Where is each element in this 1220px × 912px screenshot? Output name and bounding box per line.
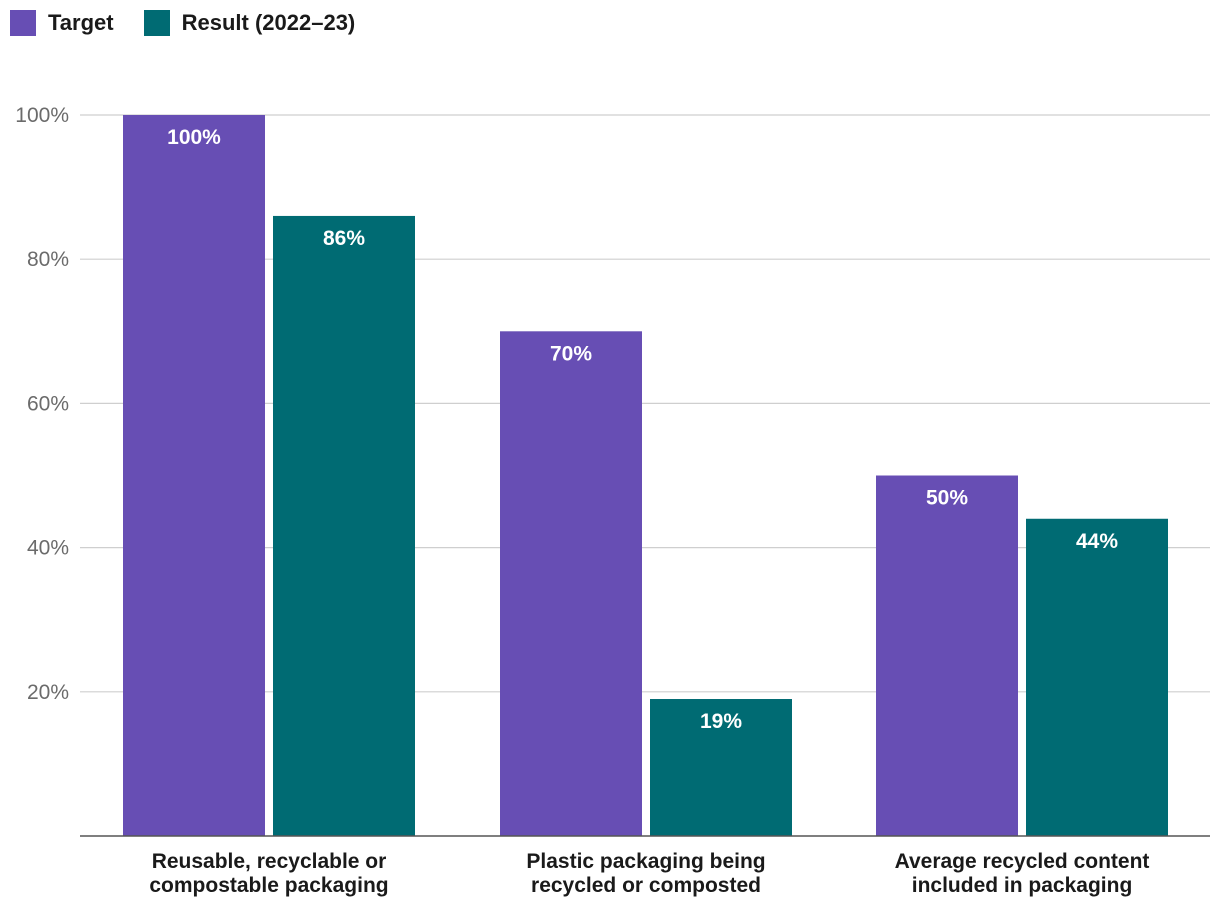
bar-result: [1026, 518, 1168, 836]
data-label: 70%: [550, 342, 592, 365]
bar-target: [500, 331, 642, 836]
x-category-label: Plastic packaging being: [526, 850, 765, 873]
legend: Target Result (2022–23): [10, 9, 355, 37]
legend-item-result: Result (2022–23): [143, 10, 356, 36]
legend-swatch-result: [143, 10, 170, 36]
bar-result: [650, 699, 792, 836]
data-label: 50%: [926, 487, 968, 510]
x-category-label: Reusable, recyclable or: [152, 850, 387, 873]
y-tick-label: 20%: [27, 681, 69, 704]
y-tick-label: 100%: [15, 104, 69, 127]
data-label: 100%: [167, 126, 221, 149]
legend-label-result: Result (2022–23): [181, 10, 356, 35]
x-category-label: recycled or composted: [531, 874, 761, 897]
bar-target: [123, 115, 265, 836]
data-label: 44%: [1076, 530, 1118, 553]
legend-swatch-target: [10, 10, 36, 36]
bar-result: [273, 215, 415, 836]
bar-target: [876, 475, 1018, 836]
y-tick-label: 60%: [27, 392, 69, 415]
y-tick-label: 40%: [27, 537, 69, 560]
data-label: 86%: [323, 227, 365, 250]
x-category-label: included in packaging: [912, 874, 1133, 897]
legend-label-target: Target: [48, 10, 114, 35]
data-label: 19%: [700, 710, 742, 733]
legend-item-target: Target: [10, 10, 114, 36]
x-category-label: Average recycled content: [895, 850, 1150, 873]
y-tick-label: 80%: [27, 248, 69, 271]
x-category-label: compostable packaging: [149, 874, 388, 897]
